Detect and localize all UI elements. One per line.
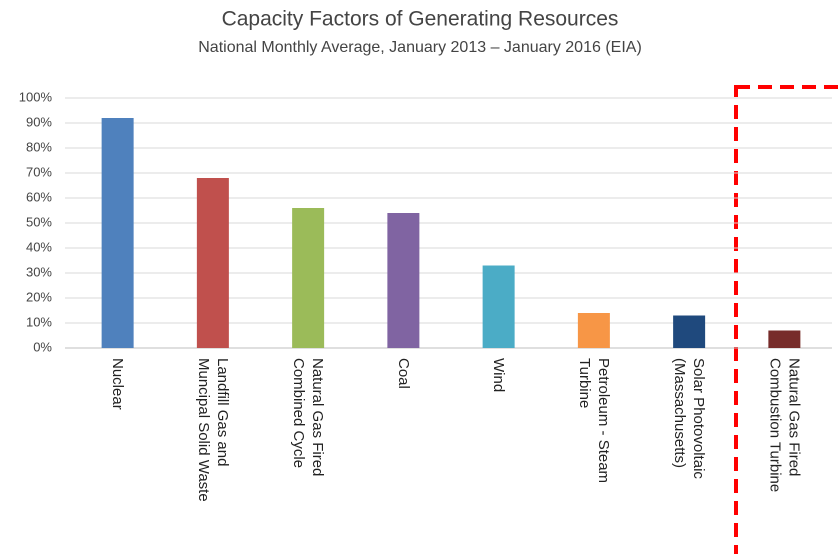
x-tick-label: Landfill Gas and Muncipal Solid Waste: [194, 358, 231, 502]
bar: [387, 213, 420, 348]
x-tick-label: Petroleum - Steam Turbine: [575, 358, 612, 484]
x-tick-label: Nuclear: [109, 358, 127, 410]
chart-subtitle: National Monthly Average, January 2013 –…: [198, 39, 642, 56]
y-tick-label: 90%: [26, 114, 52, 129]
bar: [196, 178, 229, 348]
y-tick-label: 50%: [26, 214, 52, 229]
y-tick-label: 80%: [26, 139, 52, 154]
bar: [482, 265, 515, 348]
x-tick-label: Natural Gas Fired Combustion Turbine: [766, 358, 803, 493]
y-tick-label: 20%: [26, 289, 52, 304]
x-tick-label: Wind: [490, 358, 508, 393]
bar: [577, 313, 610, 348]
y-tick-label: 100%: [19, 89, 53, 104]
y-tick-label: 0%: [33, 339, 52, 354]
x-tick-label: Solar Photovoltaic (Massachusetts): [671, 358, 708, 479]
bar: [673, 315, 706, 348]
bar: [292, 208, 325, 348]
y-tick-label: 10%: [26, 314, 52, 329]
x-tick-label: Coal: [394, 358, 412, 389]
y-tick-label: 70%: [26, 164, 52, 179]
y-tick-label: 40%: [26, 239, 52, 254]
chart-title: Capacity Factors of Generating Resources: [222, 8, 619, 31]
x-tick-label: Natural Gas Fired Combined Cycle: [290, 358, 327, 477]
bar: [768, 330, 801, 348]
highlight-box: [734, 85, 838, 554]
bar: [101, 118, 134, 348]
y-tick-label: 30%: [26, 264, 52, 279]
y-tick-label: 60%: [26, 189, 52, 204]
